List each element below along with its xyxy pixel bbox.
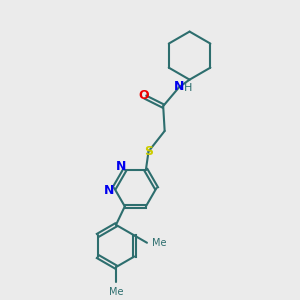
Text: Me: Me — [152, 238, 167, 248]
Text: O: O — [139, 89, 149, 102]
Text: N: N — [104, 184, 114, 197]
Text: S: S — [144, 145, 153, 158]
Text: Me: Me — [109, 287, 123, 297]
Text: N: N — [173, 80, 184, 94]
Text: H: H — [184, 83, 192, 94]
Text: N: N — [116, 160, 127, 173]
